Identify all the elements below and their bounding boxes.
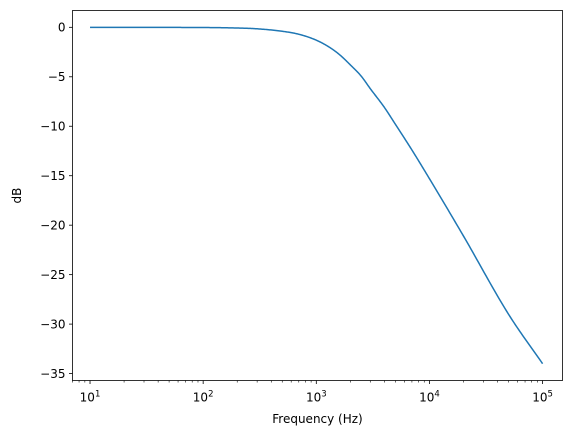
x-tick-label-base: 10	[419, 391, 434, 405]
x-tick-label-base: 10	[306, 391, 321, 405]
y-tick-label: 0	[58, 21, 66, 35]
y-tick-label: −5	[48, 70, 66, 84]
y-tick-label: −10	[40, 120, 65, 134]
x-tick-label-base: 10	[193, 391, 208, 405]
plot-frame	[72, 10, 563, 381]
y-tick-label: −15	[40, 169, 65, 183]
x-tick-label-base: 10	[532, 391, 547, 405]
plot-area	[90, 26, 544, 365]
y-tick-label: −20	[40, 218, 65, 232]
y-axis: 0 −5 −10 −15 −20 −25 −30 −35	[40, 21, 73, 381]
y-tick-label: −35	[40, 367, 65, 381]
x-tick-label: 103	[306, 390, 327, 405]
series-line-0	[90, 26, 544, 365]
x-tick-label-exponent: 1	[95, 390, 100, 400]
x-tick-label-exponent: 5	[548, 390, 553, 400]
x-axis: 101 102 103 104 105	[72, 380, 553, 405]
y-tick-label: −25	[40, 268, 65, 282]
x-tick-label-exponent: 2	[208, 390, 213, 400]
x-tick-label: 101	[80, 390, 101, 405]
x-tick-label-exponent: 4	[434, 390, 439, 400]
x-tick-label: 105	[532, 390, 553, 405]
y-tick-label: −30	[40, 317, 65, 331]
x-tick-label-base: 10	[80, 391, 95, 405]
x-tick-label: 102	[193, 390, 214, 405]
y-axis-label: dB	[10, 188, 24, 204]
x-tick-label-exponent: 3	[321, 390, 326, 400]
x-axis-label: Frequency (Hz)	[272, 412, 363, 426]
x-tick-label: 104	[419, 390, 440, 405]
